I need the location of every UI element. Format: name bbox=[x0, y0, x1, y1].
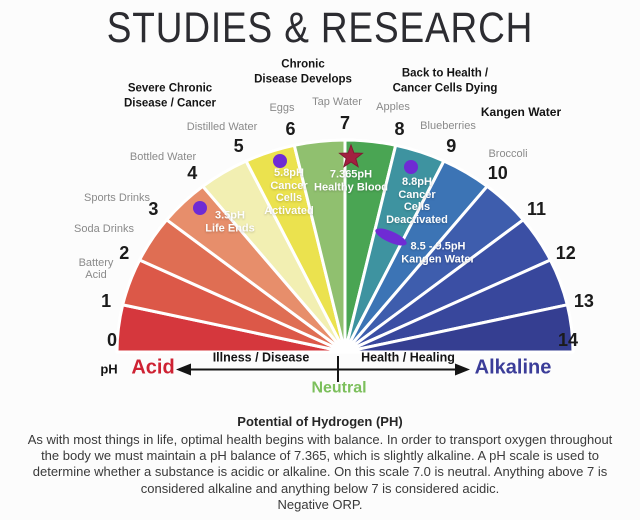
outer-label-battery-acid: Battery Acid bbox=[78, 257, 114, 281]
healthy-blood-star-marker bbox=[338, 143, 364, 168]
healthy-blood-annotation: 7.365pH Healthy Blood bbox=[314, 168, 388, 194]
ph-tick-8: 8 bbox=[394, 118, 405, 139]
ph-tick-1: 1 bbox=[101, 291, 112, 312]
group-header-severe-chronic: Severe Chronic Disease / Cancer bbox=[123, 82, 217, 110]
ph-segment-13-14 bbox=[343, 303, 575, 354]
cancer-cells-deactivated-annotation: 8.8pH Cancer Cells Deactivated bbox=[386, 176, 448, 226]
ph-tick-4: 4 bbox=[187, 162, 198, 183]
outer-label-sports-drinks: Sports Drinks bbox=[83, 192, 151, 204]
outer-label-broccoli: Broccoli bbox=[488, 148, 528, 160]
ph-tick-12: 12 bbox=[555, 242, 576, 263]
outer-label-blueberries: Blueberries bbox=[420, 120, 476, 132]
footer-text-block: Potential of Hydrogen (PH) As with most … bbox=[0, 414, 640, 513]
axis-arrow-right-head bbox=[455, 363, 470, 376]
outer-label-eggs: Eggs bbox=[269, 102, 295, 114]
ph-tick-3: 3 bbox=[148, 199, 159, 220]
cancer-cells-activated-dot-marker bbox=[273, 154, 287, 168]
axis-arrow-left-head bbox=[176, 363, 191, 376]
ph-tick-7: 7 bbox=[339, 113, 351, 133]
outer-label-distilled-water: Distilled Water bbox=[186, 121, 258, 133]
ph-tick-14: 14 bbox=[557, 330, 579, 350]
life-ends-annotation: 3.5pH Life Ends bbox=[205, 209, 255, 235]
footer-paragraph: As with most things in life, optimal hea… bbox=[27, 432, 613, 496]
ph-tick-9: 9 bbox=[446, 135, 457, 156]
ph-tick-2: 2 bbox=[119, 242, 130, 263]
footer-note: Negative ORP. bbox=[277, 496, 363, 512]
ph-tick-5: 5 bbox=[233, 135, 244, 156]
outer-label-bottled-water: Bottled Water bbox=[129, 151, 197, 163]
ph-tick-0: 0 bbox=[106, 330, 118, 350]
group-header-back-to-health: Back to Health / Cancer Cells Dying bbox=[392, 67, 498, 95]
axis-ph-label: pH bbox=[100, 361, 118, 377]
axis-neutral-label: Neutral bbox=[311, 379, 367, 397]
ph-tick-13: 13 bbox=[573, 291, 594, 312]
axis-acid-label: Acid bbox=[131, 356, 175, 379]
group-header-chronic-develops: Chronic Disease Develops bbox=[254, 58, 352, 86]
axis-health-healing-label: Health / Healing bbox=[361, 350, 455, 365]
kangen-water-annotation: 8.5 - 9.5pH Kangen Water bbox=[401, 240, 475, 266]
outer-label-apples: Apples bbox=[376, 101, 410, 113]
ph-tick-10: 10 bbox=[487, 162, 508, 183]
page-title: STUDIES & RESEARCH bbox=[106, 4, 534, 52]
life-ends-dot-marker bbox=[193, 201, 207, 215]
ph-tick-6: 6 bbox=[285, 118, 296, 139]
cancer-cells-activated-annotation: 5.8pH Cancer Cells Activated bbox=[264, 167, 314, 217]
footer-heading: Potential of Hydrogen (PH) bbox=[237, 414, 403, 429]
axis-illness-disease-label: Illness / Disease bbox=[212, 350, 310, 365]
kangen-water-arrow-marker bbox=[375, 228, 407, 246]
cancer-cells-deactivated-dot-marker bbox=[404, 160, 418, 174]
axis-alkaline-label: Alkaline bbox=[474, 356, 552, 379]
ph-tick-11: 11 bbox=[527, 199, 547, 220]
group-header-kangen-water: Kangen Water bbox=[480, 104, 562, 119]
outer-label-tap-water: Tap Water bbox=[312, 96, 362, 108]
outer-label-soda-drinks: Soda Drinks bbox=[74, 223, 134, 235]
